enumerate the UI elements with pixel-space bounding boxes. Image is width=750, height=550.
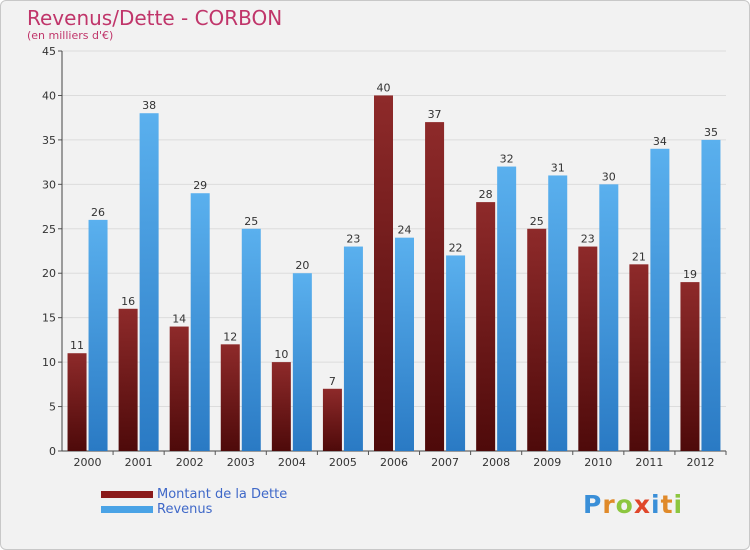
y-tick-label: 35 xyxy=(42,134,56,147)
bar-revenus xyxy=(241,228,261,451)
bar-revenus xyxy=(343,246,363,451)
bar-debt xyxy=(476,202,496,451)
data-label: 14 xyxy=(172,313,186,326)
bar-revenus xyxy=(190,193,210,451)
data-label: 7 xyxy=(329,375,336,388)
data-label: 12 xyxy=(223,330,237,343)
data-label: 10 xyxy=(274,348,288,361)
x-tick-label: 2008 xyxy=(482,456,510,469)
y-tick-label: 30 xyxy=(42,178,56,191)
y-tick-label: 0 xyxy=(49,445,56,458)
y-tick-label: 10 xyxy=(42,356,56,369)
x-tick-label: 2001 xyxy=(125,456,153,469)
x-tick-label: 2010 xyxy=(584,456,612,469)
logo-letter: i xyxy=(651,490,661,519)
bar-revenus xyxy=(599,184,619,452)
data-label: 25 xyxy=(244,215,258,228)
legend-item-revenus: Revenus xyxy=(101,502,287,517)
bar-revenus xyxy=(88,219,108,451)
x-tick-label: 2009 xyxy=(533,456,561,469)
y-tick-label: 25 xyxy=(42,223,56,236)
data-label: 19 xyxy=(683,268,697,281)
data-label: 23 xyxy=(581,233,595,246)
data-label: 22 xyxy=(449,241,463,254)
bar-revenus xyxy=(497,166,517,452)
logo-letter: i xyxy=(673,490,684,519)
x-tick-label: 2000 xyxy=(74,456,102,469)
data-label: 32 xyxy=(500,153,514,166)
bar-debt xyxy=(374,95,393,451)
y-tick-label: 5 xyxy=(49,401,56,414)
bar-debt xyxy=(169,326,189,451)
bar-debt xyxy=(527,228,547,451)
x-tick-label: 2005 xyxy=(329,456,357,469)
data-label: 23 xyxy=(346,233,360,246)
bar-debt xyxy=(425,122,445,451)
bar-revenus xyxy=(292,273,312,451)
x-tick-label: 2003 xyxy=(227,456,255,469)
legend-swatch-revenus xyxy=(101,506,153,513)
x-tick-label: 2002 xyxy=(176,456,204,469)
bar-debt xyxy=(271,362,291,451)
data-label: 34 xyxy=(653,135,667,148)
y-tick-label: 45 xyxy=(42,45,56,58)
data-label: 16 xyxy=(121,295,135,308)
x-tick-label: 2007 xyxy=(431,456,459,469)
legend-item-debt: Montant de la Dette xyxy=(101,487,287,502)
bar-revenus xyxy=(548,175,568,451)
bar-debt xyxy=(118,308,138,451)
bar-debt xyxy=(67,353,87,451)
legend-label-debt: Montant de la Dette xyxy=(157,487,288,502)
chart-subtitle: (en milliers d'€) xyxy=(27,29,114,42)
logo-letter: P xyxy=(583,490,603,519)
x-tick-label: 2011 xyxy=(635,456,663,469)
data-label: 25 xyxy=(530,215,544,228)
legend-swatch-debt xyxy=(101,491,153,498)
bar-debt xyxy=(629,264,649,451)
logo-letter: t xyxy=(660,490,674,519)
chart-title: Revenus/Dette - CORBON xyxy=(27,6,283,30)
data-label: 37 xyxy=(428,108,442,121)
legend-label-revenus: Revenus xyxy=(157,502,213,517)
bar-debt xyxy=(322,388,342,451)
x-tick-label: 2004 xyxy=(278,456,306,469)
bar-debt xyxy=(220,344,240,451)
bar-revenus xyxy=(446,255,466,451)
bar-revenus xyxy=(395,237,414,451)
data-label: 40 xyxy=(377,81,391,94)
data-label: 38 xyxy=(142,99,156,112)
data-label: 26 xyxy=(91,206,105,219)
data-label: 35 xyxy=(704,126,718,139)
data-label: 21 xyxy=(632,250,646,263)
bar-debt xyxy=(578,246,598,451)
bar-revenus xyxy=(701,139,721,451)
logo-letter: x xyxy=(633,490,651,519)
logo-letter: r xyxy=(602,490,616,519)
bar-debt xyxy=(680,282,700,451)
data-label: 31 xyxy=(551,161,565,174)
data-label: 20 xyxy=(295,259,309,272)
data-label: 28 xyxy=(479,188,493,201)
y-tick-label: 15 xyxy=(42,312,56,325)
proxiti-logo: Proxiti xyxy=(583,490,683,519)
x-tick-label: 2012 xyxy=(686,456,714,469)
data-label: 11 xyxy=(70,339,84,352)
y-tick-label: 40 xyxy=(42,89,56,102)
chart-legend: Montant de la Dette Revenus xyxy=(101,487,287,517)
data-label: 30 xyxy=(602,170,616,183)
bar-revenus xyxy=(139,113,159,451)
data-label: 24 xyxy=(398,224,412,237)
bar-revenus xyxy=(650,148,670,451)
logo-letter: o xyxy=(615,490,634,519)
x-tick-label: 2006 xyxy=(380,456,408,469)
data-label: 29 xyxy=(193,179,207,192)
plot-area xyxy=(62,51,726,451)
y-tick-label: 20 xyxy=(42,267,56,280)
